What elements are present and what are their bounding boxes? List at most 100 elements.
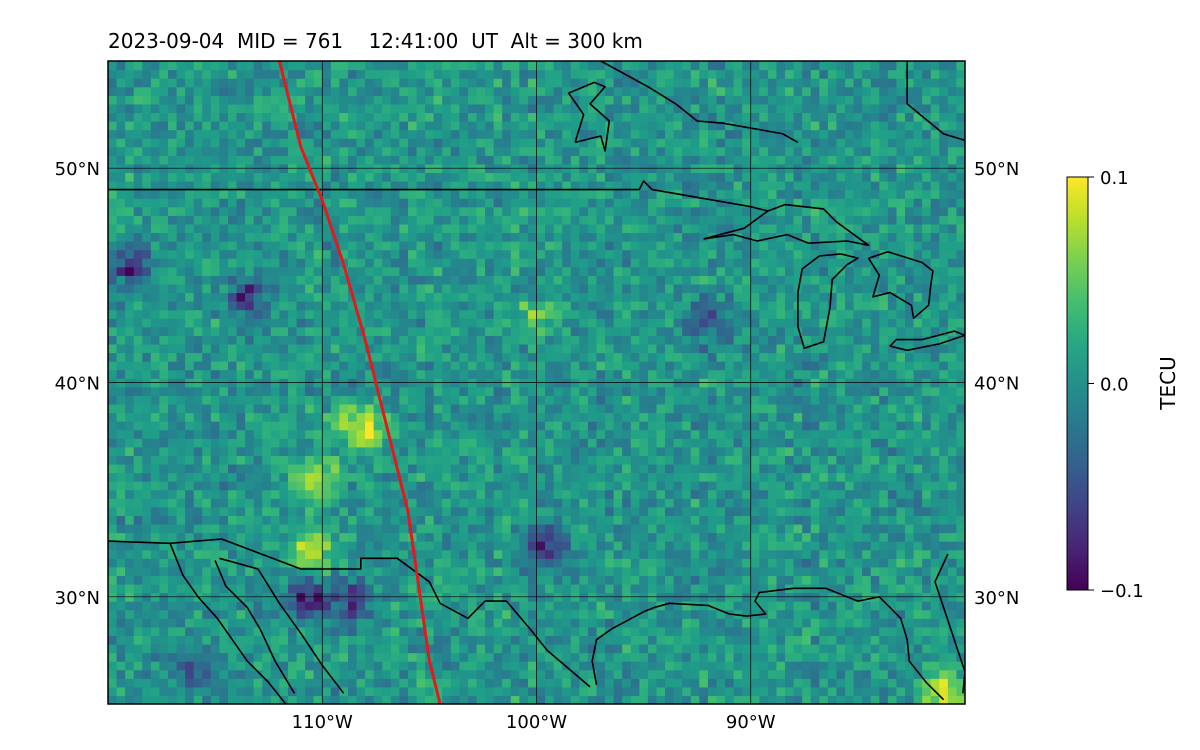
heatmap-cell: [365, 215, 375, 225]
heatmap-cell: [270, 326, 280, 336]
heatmap-cell: [579, 326, 589, 336]
heatmap-cell: [116, 412, 126, 422]
heatmap-cell: [202, 463, 212, 474]
heatmap-cell: [545, 532, 555, 542]
heatmap-cell: [167, 438, 178, 448]
heatmap-cell: [425, 541, 435, 551]
heatmap-cell: [519, 643, 529, 654]
heatmap-cell: [579, 695, 589, 704]
heatmap-cell: [176, 506, 186, 516]
heatmap-cell: [365, 678, 375, 688]
heatmap-cell: [245, 223, 255, 234]
heatmap-cell: [245, 669, 255, 679]
heatmap-cell: [553, 206, 563, 216]
heatmap-cell: [322, 352, 332, 362]
heatmap-cell: [467, 241, 478, 251]
heatmap-cell: [245, 249, 255, 259]
heatmap-cell: [459, 661, 469, 671]
heatmap-cell: [202, 121, 212, 131]
heatmap-cell: [356, 489, 366, 499]
heatmap-cell: [116, 643, 126, 654]
heatmap-cell: [527, 155, 538, 165]
heatmap-cell: [330, 283, 340, 294]
heatmap-cell: [142, 566, 152, 576]
heatmap-cell: [313, 266, 323, 276]
heatmap-cell: [210, 103, 221, 114]
heatmap-cell: [493, 541, 503, 551]
heatmap-cell: [519, 69, 529, 79]
heatmap-cell: [347, 301, 358, 311]
heatmap-cell: [219, 343, 229, 354]
heatmap-cell: [527, 429, 538, 439]
heatmap-cell: [262, 343, 272, 354]
heatmap-cell: [382, 361, 392, 371]
heatmap-cell: [562, 189, 572, 199]
heatmap-cell: [236, 652, 246, 662]
heatmap-cell: [185, 181, 195, 191]
heatmap-cell: [125, 403, 135, 414]
heatmap-cell: [210, 352, 221, 362]
heatmap-cell: [245, 121, 255, 131]
heatmap-cell: [562, 78, 572, 88]
heatmap-cell: [142, 86, 152, 96]
heatmap-cell: [116, 506, 126, 516]
heatmap-cell: [425, 472, 435, 482]
heatmap-cell: [622, 678, 632, 688]
heatmap-cell: [253, 352, 263, 362]
heatmap-cell: [159, 661, 169, 671]
heatmap-cell: [570, 455, 580, 465]
heatmap-cell: [399, 352, 409, 362]
heatmap-cell: [596, 429, 606, 439]
heatmap-cell: [459, 335, 469, 345]
heatmap-cell: [639, 403, 649, 414]
heatmap-cell: [416, 369, 426, 379]
heatmap-cell: [399, 258, 409, 268]
heatmap-cell: [493, 223, 503, 234]
heatmap-cell: [545, 258, 555, 268]
heatmap-cell: [545, 523, 555, 534]
heatmap-cell: [373, 481, 383, 491]
heatmap-cell: [605, 95, 615, 105]
heatmap-cell: [467, 318, 478, 328]
heatmap-cell: [270, 301, 280, 311]
heatmap-cell: [176, 652, 186, 662]
heatmap-cell: [210, 643, 221, 654]
heatmap-cell: [416, 181, 426, 191]
heatmap-cell: [133, 618, 143, 628]
heatmap-cell: [647, 412, 658, 422]
heatmap-cell: [605, 318, 615, 328]
heatmap-cell: [227, 455, 238, 465]
heatmap-cell: [253, 172, 263, 182]
heatmap-cell: [639, 412, 649, 422]
heatmap-cell: [356, 566, 366, 576]
heatmap-cell: [425, 583, 435, 594]
heatmap-cell: [596, 292, 606, 302]
heatmap-cell: [167, 412, 178, 422]
heatmap-cell: [630, 532, 640, 542]
heatmap-cell: [185, 232, 195, 242]
heatmap-cell: [407, 523, 418, 534]
heatmap-cell: [313, 86, 323, 96]
heatmap-cell: [219, 301, 229, 311]
heatmap-cell: [236, 635, 246, 645]
heatmap-cell: [176, 498, 186, 508]
heatmap-cell: [622, 403, 632, 414]
heatmap-cell: [425, 463, 435, 474]
heatmap-cell: [673, 309, 683, 319]
heatmap-cell: [545, 138, 555, 148]
heatmap-cell: [527, 549, 538, 559]
heatmap-cell: [330, 395, 340, 405]
heatmap-cell: [579, 601, 589, 611]
heatmap-cell: [313, 489, 323, 499]
heatmap-cell: [150, 523, 161, 534]
heatmap-cell: [133, 283, 143, 294]
heatmap-cell: [493, 523, 503, 534]
heatmap-cell: [219, 661, 229, 671]
heatmap-cell: [613, 283, 623, 294]
heatmap-cell: [493, 343, 503, 354]
heatmap-cell: [253, 515, 263, 525]
heatmap-cell: [570, 601, 580, 611]
heatmap-cell: [347, 558, 358, 568]
heatmap-cell: [373, 181, 383, 191]
heatmap-cell: [587, 95, 598, 105]
